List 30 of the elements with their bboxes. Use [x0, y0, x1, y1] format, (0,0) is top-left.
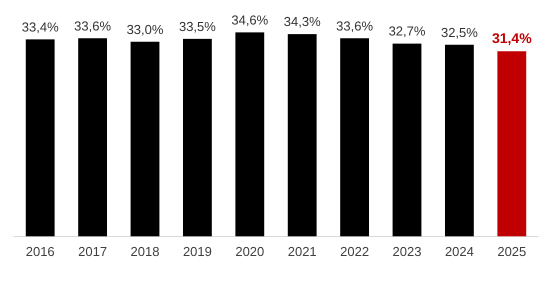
x-tick-label: 2019	[182, 244, 212, 259]
bar	[26, 39, 55, 236]
x-tick-label: 2020	[235, 244, 264, 259]
x-tick-label: 2016	[26, 244, 55, 259]
data-label: 33,0%	[126, 22, 164, 37]
data-label: 32,5%	[440, 24, 478, 40]
bar	[444, 44, 474, 236]
bar	[288, 34, 317, 236]
bar	[78, 38, 108, 236]
data-label: 33,6%	[336, 18, 374, 34]
bar	[392, 44, 422, 236]
data-label: 33,5%	[178, 18, 216, 34]
data-label: 33,4%	[22, 20, 60, 35]
bar	[235, 32, 264, 236]
data-label: 34,3%	[284, 14, 322, 30]
x-tick-label: 2022	[340, 244, 370, 259]
bar	[182, 38, 212, 236]
bar	[340, 38, 370, 236]
x-tick-label: 2025	[497, 244, 526, 259]
data-label: 32,7%	[388, 24, 426, 39]
bar	[497, 51, 526, 236]
x-tick-label: 2017	[78, 244, 108, 259]
data-label: 33,6%	[74, 18, 112, 34]
x-tick-label: 2021	[288, 244, 317, 259]
data-label: 31,4%	[492, 30, 532, 46]
x-tick-label: 2018	[130, 244, 160, 259]
bar	[130, 42, 160, 236]
data-label: 34,6%	[231, 12, 269, 28]
x-tick-label: 2023	[392, 244, 422, 259]
x-tick-label: 2024	[444, 244, 474, 259]
